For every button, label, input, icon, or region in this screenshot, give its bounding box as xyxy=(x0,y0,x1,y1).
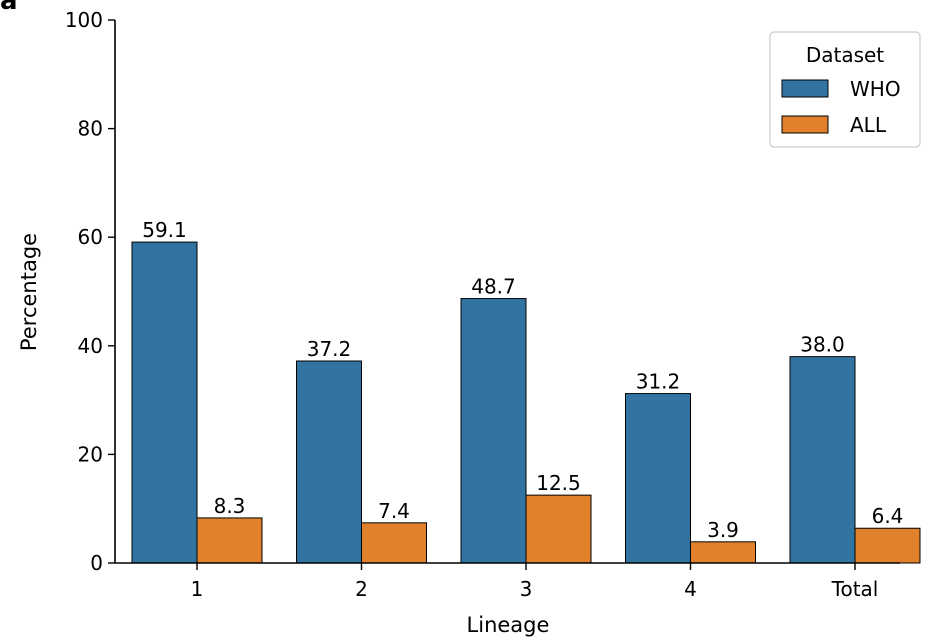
x-tick-label: 1 xyxy=(191,577,204,601)
bar-value-label: 12.5 xyxy=(536,471,581,495)
x-tick-label: 2 xyxy=(355,577,368,601)
x-ticks-group: 1 2 3 4 Total xyxy=(191,563,879,601)
bar-value-label: 6.4 xyxy=(872,504,904,528)
bar-value-label: 8.3 xyxy=(214,494,246,518)
legend-swatch-all xyxy=(781,115,829,134)
bar-value-label: 59.1 xyxy=(142,218,187,242)
bar-labels-group: 59.1 37.2 48.7 31.2 38.0 8.3 7.4 12.5 3.9 6.4 xyxy=(142,218,903,542)
y-tick-label: 100 xyxy=(65,8,103,32)
x-tick-label: 3 xyxy=(520,577,533,601)
bar-who-3 xyxy=(460,298,527,564)
legend: Dataset WHO ALL xyxy=(769,31,921,148)
bar-all-4 xyxy=(690,541,756,564)
legend-label-all: ALL xyxy=(850,113,887,137)
legend-title: Dataset xyxy=(806,43,884,67)
bar-all-2 xyxy=(361,522,427,564)
axes-group xyxy=(114,20,900,564)
y-tick-label: 40 xyxy=(78,334,103,358)
bar-who-4 xyxy=(625,393,691,564)
bar-value-label: 7.4 xyxy=(378,499,410,523)
bar-value-label: 38.0 xyxy=(800,333,845,357)
y-axis-label: Percentage xyxy=(17,233,41,351)
y-tick-label: 0 xyxy=(90,551,103,575)
x-tick-label: Total xyxy=(831,577,879,601)
bar-all-total xyxy=(854,527,921,564)
bar-value-label: 31.2 xyxy=(636,370,681,394)
bar-who-total xyxy=(789,356,856,564)
y-tick-label: 20 xyxy=(78,442,103,466)
y-ticks-group: 0 20 40 60 80 100 xyxy=(65,8,115,575)
y-tick-label: 80 xyxy=(78,117,103,141)
bar-all-1 xyxy=(196,517,263,564)
x-axis-label: Lineage xyxy=(467,613,550,637)
bar-value-label: 48.7 xyxy=(471,275,516,299)
legend-label-who: WHO xyxy=(850,77,901,101)
bar-value-label: 37.2 xyxy=(307,337,352,361)
bar-who-2 xyxy=(296,360,362,564)
y-tick-label: 60 xyxy=(78,225,103,249)
bar-value-label: 3.9 xyxy=(707,518,739,542)
x-tick-label: 4 xyxy=(684,577,697,601)
legend-swatch-who xyxy=(781,79,829,98)
bar-who-1 xyxy=(131,241,198,564)
panel-letter: a xyxy=(0,0,18,16)
bars-group xyxy=(131,241,921,564)
bar-all-3 xyxy=(525,494,592,564)
